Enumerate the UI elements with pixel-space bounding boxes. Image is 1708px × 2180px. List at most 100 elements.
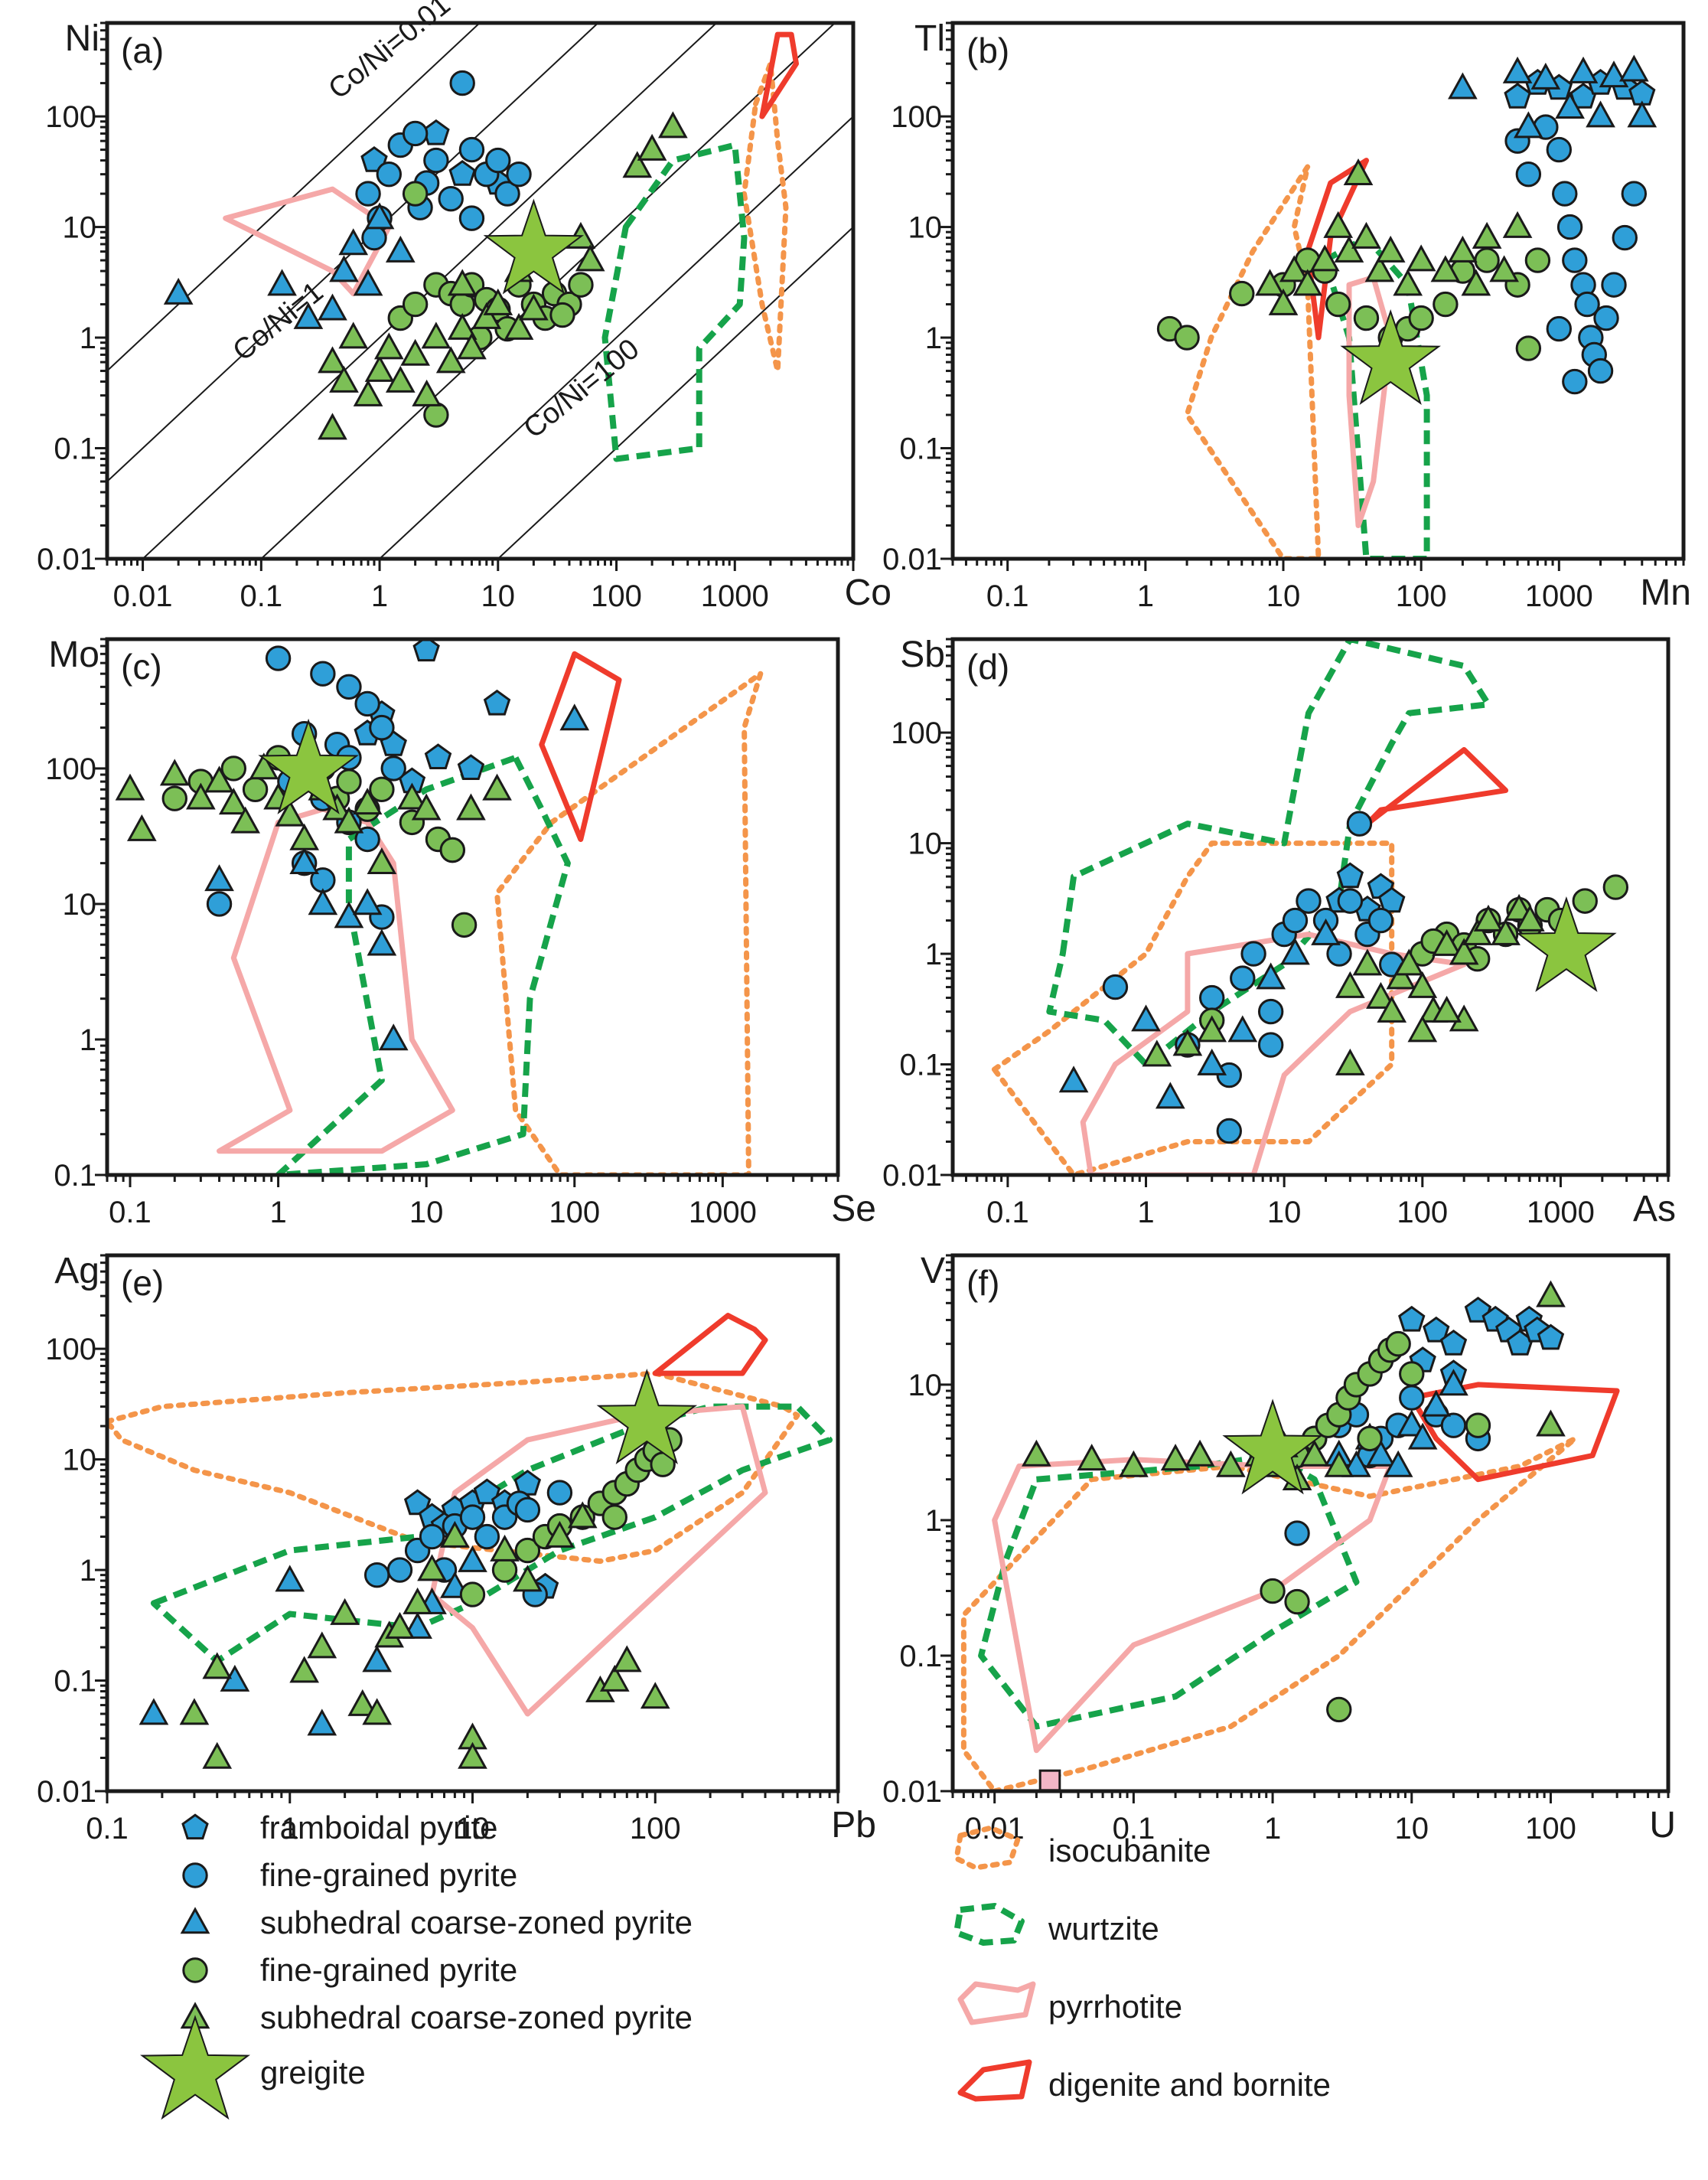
green-triangle-point [1351,221,1381,249]
x-axis-label: Pb [831,1805,876,1845]
green-circle-point [1572,888,1598,914]
blue-pentagon-point [424,743,452,769]
y-tick-label: 0.1 [54,1665,96,1699]
green-triangle-point [1448,235,1478,263]
green-circle-point [1385,1330,1411,1357]
y-tick-label: 0.01 [882,543,942,576]
pyrrhotite-field [429,1404,768,1717]
green-circle-point [423,402,449,428]
green-triangle-point [1309,244,1340,272]
blue-triangle-point [385,235,416,263]
digenite-field [1364,747,1509,827]
green-triangle-point [352,788,383,815]
green-triangle-point [567,1501,598,1529]
blue-circle-point [206,891,233,917]
green-triangle-point [1022,1439,1051,1467]
y-tick-label: 1 [80,1023,96,1057]
green-circle-point [336,769,362,795]
blue-circle-point [1346,811,1373,837]
blue-triangle-point [1155,1082,1185,1109]
digenite-field [1409,1382,1620,1483]
blue-circle-point [514,1496,541,1523]
x-tick-label: 10 [481,579,516,613]
green-triangle-point [330,1597,360,1625]
blue-circle-point [336,674,362,700]
axis-frame [105,637,840,1177]
blue-pentagon-point [1537,1323,1565,1350]
green-circle-point [1474,247,1500,273]
blue-circle-point [1587,357,1614,384]
pyrrhotite-field [217,806,455,1154]
blue-circle-point [1546,136,1573,163]
blue-pentagon-point [1377,886,1406,913]
blue-circle-point [1399,1385,1425,1411]
legend-star-icon [140,2015,250,2120]
blue-circle-point [363,1562,390,1588]
y-tick-label: 10 [908,211,943,245]
isocubanite-field [960,1435,1578,1791]
green-triangle-point [411,793,442,821]
green-triangle-point [179,1698,210,1725]
y-tick-label: 0.1 [54,432,96,466]
green-triangle-point [373,332,404,360]
green-triangle-point [289,823,320,850]
legend-circle-icon [182,1957,208,1983]
x-tick-label: 100 [1397,1196,1448,1229]
blue-circle-point [1296,888,1322,914]
blue-circle-point [1230,965,1256,991]
green-circle-point [1174,325,1200,351]
ratio-line [259,23,836,559]
blue-circle-point [1593,305,1619,331]
x-tick-label: 1 [371,579,388,613]
blue-triangle-point [1627,100,1657,128]
blue-circle-point [402,120,429,147]
blue-circle-point [369,714,395,741]
plot-area [115,639,764,1175]
legend-label: pyrrhotite [1048,1989,1182,2025]
green-triangle-point [1473,904,1504,932]
x-tick-label: 100 [1396,579,1447,613]
blue-circle-point [380,755,406,782]
green-triangle-point [1197,1015,1227,1043]
y-tick-label: 0.1 [54,1159,96,1193]
green-triangle-point [403,1587,432,1614]
legend-label: digenite and bornite [1048,2067,1331,2103]
legend: framboidal pyrite fine-grained pyrite subh… [140,1810,1331,2120]
legend-label: framboidal pyrite [260,1810,497,1845]
green-triangle-point [440,1520,470,1548]
blue-triangle-point [1513,111,1543,139]
wurtzite-field [275,754,571,1175]
y-tick-label: 100 [45,1333,96,1366]
green-circle-point [369,776,395,803]
green-triangle-point [1185,1439,1215,1467]
blue-circle-point [419,1523,445,1550]
green-circle-point [1357,1425,1383,1452]
green-triangle-point [1142,1039,1172,1067]
blue-circle-point [1337,888,1364,914]
y-tick-label: 10 [908,827,943,861]
ratio-line [107,23,481,372]
blue-circle-point [1102,974,1129,1000]
green-triangle-point [575,244,605,272]
blue-circle-point [361,224,387,251]
green-triangle-point [1335,1048,1365,1075]
green-triangle-point [1536,1280,1566,1307]
blue-triangle-point [352,888,383,915]
green-triangle-point [1502,210,1533,238]
green-circle-point [402,181,429,207]
blue-pentagon-point [1504,83,1531,109]
y-axis-label: V [921,1251,945,1291]
green-triangle-point [202,1652,233,1679]
panel-label: (d) [966,647,1009,687]
blue-circle-point [1326,941,1352,967]
ratio-line-label: Co/Ni=0.01 [323,0,457,106]
y-tick-label: 10 [63,211,97,245]
green-circle-point [1465,1412,1491,1438]
greigite-star-point [258,718,359,814]
blue-circle-point [1284,1520,1310,1546]
blue-circle-point [449,70,475,96]
blue-circle-point [423,147,449,174]
